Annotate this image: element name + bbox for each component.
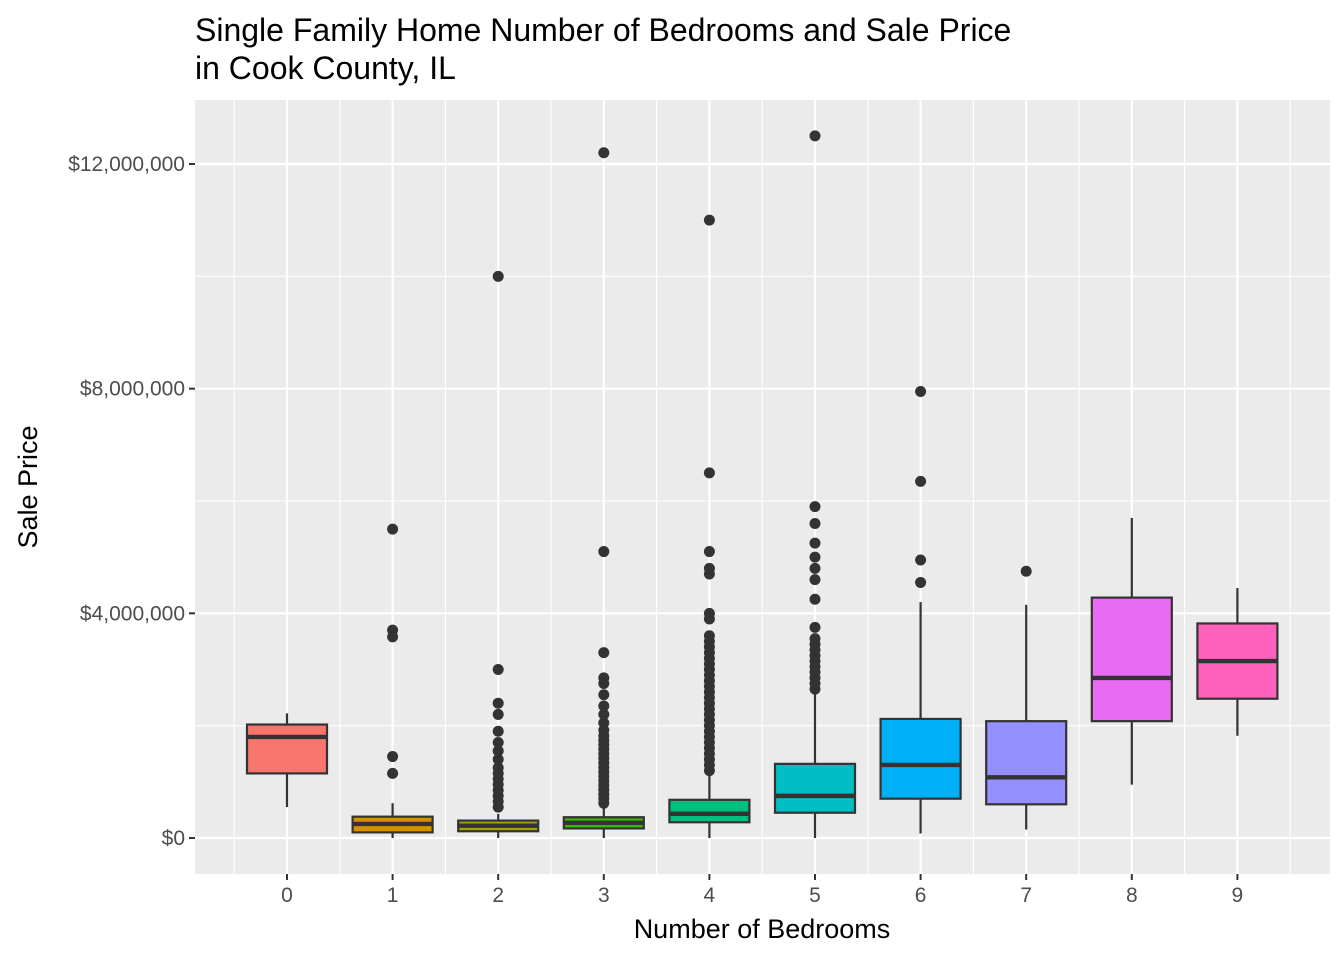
- y-axis-title: Sale Price: [13, 425, 43, 548]
- box-group-1: [351, 523, 434, 838]
- outlier-point: [387, 751, 399, 763]
- x-tick-label: 1: [387, 884, 399, 907]
- outlier-point: [598, 147, 610, 159]
- box-group-9: [1196, 588, 1279, 736]
- outlier-point: [703, 607, 715, 619]
- box-group-6: [879, 385, 962, 834]
- x-axis-title: Number of Bedrooms: [634, 914, 891, 944]
- outlier-point: [703, 546, 715, 558]
- x-tick-label: 8: [1126, 884, 1138, 907]
- outlier-point: [809, 537, 821, 549]
- box-group-2: [457, 270, 540, 838]
- x-tick-label: 3: [598, 884, 610, 907]
- outlier-point: [387, 523, 399, 535]
- chart-subtitle: in Cook County, IL: [195, 50, 456, 86]
- y-axis: $0 $4,000,000 $8,000,000 $12,000,000: [68, 153, 195, 850]
- outlier-point: [598, 546, 610, 558]
- y-tick-label: $4,000,000: [80, 602, 185, 625]
- x-tick-label: 9: [1232, 884, 1244, 907]
- outlier-point: [598, 717, 610, 729]
- box-iqr: [773, 762, 857, 814]
- y-tick-label: $8,000,000: [80, 378, 185, 401]
- y-tick-label: $0: [162, 827, 185, 850]
- outlier-point: [598, 647, 610, 659]
- outlier-point: [703, 562, 715, 574]
- outlier-point: [809, 501, 821, 513]
- outlier-point: [492, 737, 504, 749]
- outlier-point: [703, 630, 715, 642]
- x-tick-label: 6: [915, 884, 927, 907]
- minor-gridlines: [195, 100, 1330, 874]
- outlier-point: [598, 672, 610, 684]
- outlier-point: [809, 621, 821, 633]
- outlier-point: [492, 664, 504, 675]
- outlier-point: [915, 385, 927, 397]
- outlier-point: [915, 576, 927, 588]
- chart-title: Single Family Home Number of Bedrooms an…: [195, 12, 1011, 48]
- outlier-point: [703, 467, 715, 479]
- outlier-point: [387, 624, 399, 636]
- box-group-5: [773, 130, 857, 838]
- outlier-point: [809, 593, 821, 605]
- x-tick-label: 4: [704, 884, 716, 907]
- box-iqr: [1090, 596, 1173, 723]
- outlier-point: [492, 745, 504, 757]
- x-tick-label: 7: [1020, 884, 1032, 907]
- box-iqr: [245, 723, 329, 775]
- box-iqr: [668, 798, 751, 824]
- box-iqr: [879, 717, 962, 800]
- outlier-point: [703, 214, 715, 226]
- box-group-4: [668, 214, 751, 838]
- y-tick-label: $12,000,000: [68, 153, 185, 176]
- x-tick-label: 2: [492, 884, 504, 907]
- outlier-point: [809, 130, 821, 142]
- box-group-0: [245, 713, 329, 808]
- outlier-point: [387, 767, 399, 779]
- outlier-point: [809, 562, 821, 574]
- box-group-7: [985, 565, 1068, 830]
- box-group-3: [562, 147, 645, 838]
- x-tick-label: 0: [281, 884, 293, 907]
- outlier-point: [809, 517, 821, 529]
- outlier-point: [1020, 565, 1032, 577]
- outlier-point: [915, 475, 927, 487]
- outlier-point: [492, 753, 504, 765]
- outlier-point: [598, 689, 610, 701]
- outlier-point: [492, 708, 504, 720]
- outlier-point: [492, 762, 504, 774]
- outlier-point: [492, 270, 504, 282]
- box-iqr: [985, 720, 1068, 806]
- outlier-point: [492, 725, 504, 737]
- outlier-point: [809, 551, 821, 563]
- outlier-point: [809, 574, 821, 586]
- box-group-8: [1090, 517, 1173, 785]
- outlier-point: [492, 697, 504, 709]
- outlier-point: [915, 554, 927, 566]
- outlier-point: [809, 633, 821, 645]
- x-axis: 0 1 2 3 4 5 6 7 8 9: [281, 874, 1243, 907]
- box-series: [245, 130, 1279, 838]
- outlier-point: [598, 700, 610, 712]
- outlier-point: [598, 708, 610, 720]
- x-tick-label: 5: [809, 884, 821, 907]
